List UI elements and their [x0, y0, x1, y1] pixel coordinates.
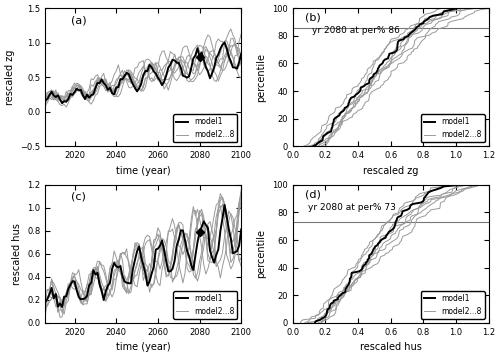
Text: yr 2080 at per% 73: yr 2080 at per% 73: [308, 203, 396, 212]
Text: (b): (b): [304, 12, 320, 22]
Text: (a): (a): [71, 15, 86, 25]
Text: (d): (d): [304, 189, 320, 199]
Legend: model1, model2...8: model1, model2...8: [174, 114, 238, 142]
Y-axis label: rescaled zg: rescaled zg: [5, 50, 15, 105]
Legend: model1, model2...8: model1, model2...8: [420, 114, 485, 142]
Legend: model1, model2...8: model1, model2...8: [174, 291, 238, 319]
X-axis label: rescaled hus: rescaled hus: [360, 342, 422, 352]
Y-axis label: percentile: percentile: [256, 229, 266, 278]
X-axis label: time (year): time (year): [116, 166, 170, 176]
Text: yr 2080 at per% 86: yr 2080 at per% 86: [312, 26, 400, 35]
Legend: model1, model2...8: model1, model2...8: [420, 291, 485, 319]
X-axis label: time (year): time (year): [116, 342, 170, 352]
Y-axis label: percentile: percentile: [256, 53, 266, 102]
X-axis label: rescaled zg: rescaled zg: [363, 166, 418, 176]
Y-axis label: rescaled hus: rescaled hus: [12, 223, 22, 285]
Text: (c): (c): [71, 192, 86, 202]
